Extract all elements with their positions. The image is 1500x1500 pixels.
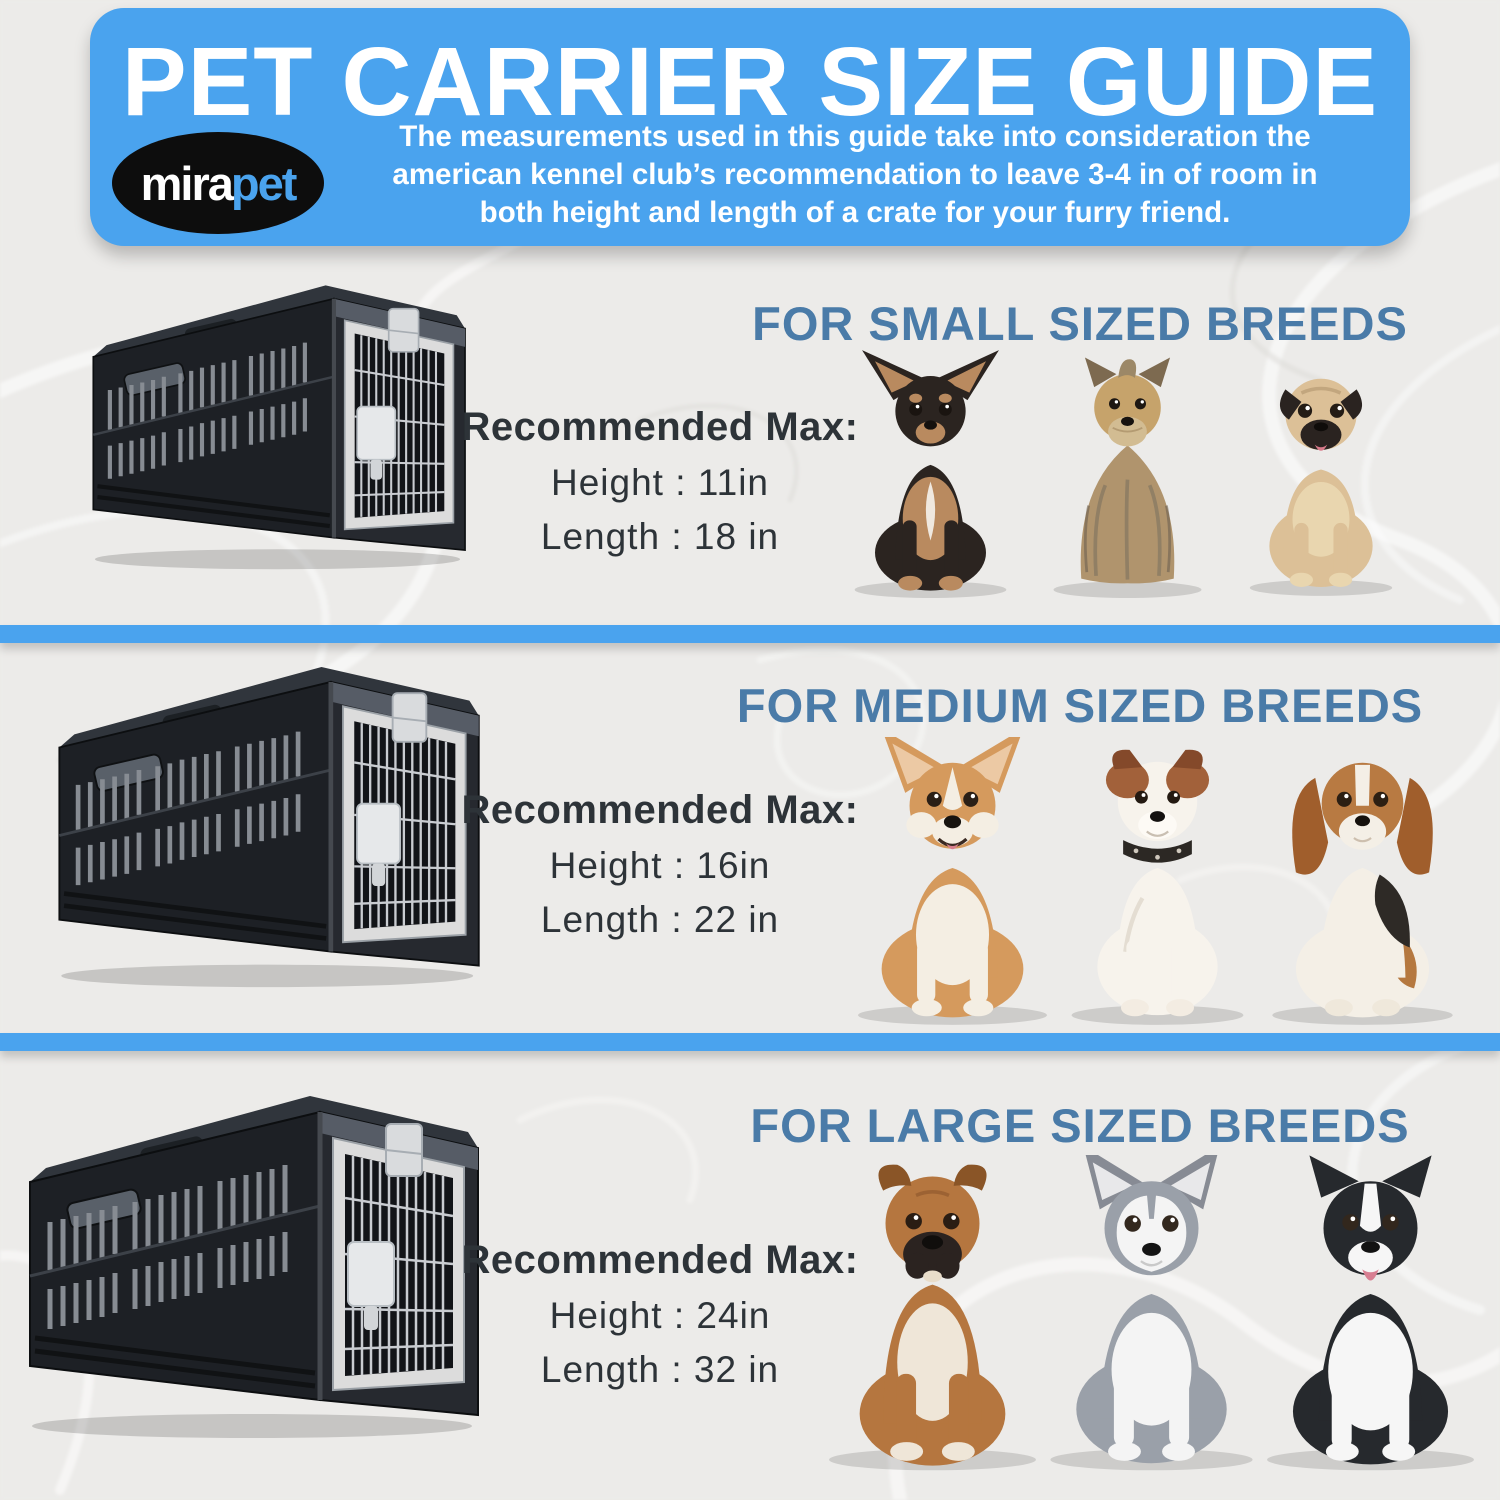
section-heading: FOR LARGE SIZED BREEDS xyxy=(750,1099,1410,1152)
recommended-max-block: Recommended Max: Height : 16in Length : … xyxy=(450,788,870,941)
logo-text-pet: pet xyxy=(230,156,297,210)
header-subtitle: The measurements used in this guide take… xyxy=(320,118,1390,232)
height-value: Height : 16in xyxy=(549,845,771,886)
height-value: Height : 24in xyxy=(549,1295,771,1336)
subtitle-line: The measurements used in this guide take… xyxy=(399,120,1311,153)
header-banner: PET CARRIER SIZE GUIDE mira pet The measu… xyxy=(90,8,1410,246)
small-dogs-row xyxy=(838,348,1410,600)
recommended-max-block: Recommended Max: Height : 11in Length : … xyxy=(450,405,870,558)
recommended-max-label: Recommended Max: xyxy=(461,788,859,832)
dog-image-jack-russell-terrier xyxy=(1071,749,1244,1025)
length-value: Length : 32 in xyxy=(540,1349,780,1390)
dog-image-beagle xyxy=(1272,762,1453,1025)
section-divider xyxy=(0,1033,1500,1051)
large-dogs-row xyxy=(815,1155,1488,1473)
subtitle-line: both height and length of a crate for yo… xyxy=(479,196,1231,229)
section-heading: FOR MEDIUM SIZED BREEDS xyxy=(736,679,1424,732)
dog-image-yorkshire-terrier xyxy=(1053,357,1202,599)
dog-image-pug xyxy=(1249,378,1393,596)
length-value: Length : 18 in xyxy=(540,516,780,557)
section-divider xyxy=(0,625,1500,643)
dog-image-border-collie xyxy=(1267,1155,1474,1471)
dog-image-boxer xyxy=(829,1164,1036,1471)
mirapet-logo: mira pet xyxy=(112,132,324,234)
recommended-max-label: Recommended Max: xyxy=(461,1238,859,1282)
pet-carrier-image xyxy=(85,272,475,571)
pet-carrier-image xyxy=(50,652,490,989)
dog-image-welsh-corgi xyxy=(857,737,1048,1025)
dog-image-chihuahua xyxy=(854,350,1007,599)
section-heading: FOR SMALL SIZED BREEDS xyxy=(752,297,1408,350)
subtitle-line: american kennel club’s recommendation to… xyxy=(392,158,1318,191)
recommended-max-label: Recommended Max: xyxy=(461,405,859,449)
logo-text-mira: mira xyxy=(140,156,234,210)
medium-dogs-row xyxy=(845,735,1470,1027)
section-small-breeds: FOR SMALL SIZED BREEDS Recommended Max: … xyxy=(0,246,1500,625)
height-value: Height : 11in xyxy=(551,462,769,503)
length-value: Length : 22 in xyxy=(540,899,780,940)
section-medium-breeds: FOR MEDIUM SIZED BREEDS Recommended Max:… xyxy=(0,643,1500,1033)
section-large-breeds: FOR LARGE SIZED BREEDS Recommended Max: … xyxy=(0,1051,1500,1500)
dog-image-siberian-husky xyxy=(1050,1155,1253,1471)
pet-carrier-image xyxy=(20,1080,490,1440)
recommended-max-block: Recommended Max: Height : 24in Length : … xyxy=(450,1238,870,1391)
page-title: PET CARRIER SIZE GUIDE xyxy=(121,27,1379,136)
